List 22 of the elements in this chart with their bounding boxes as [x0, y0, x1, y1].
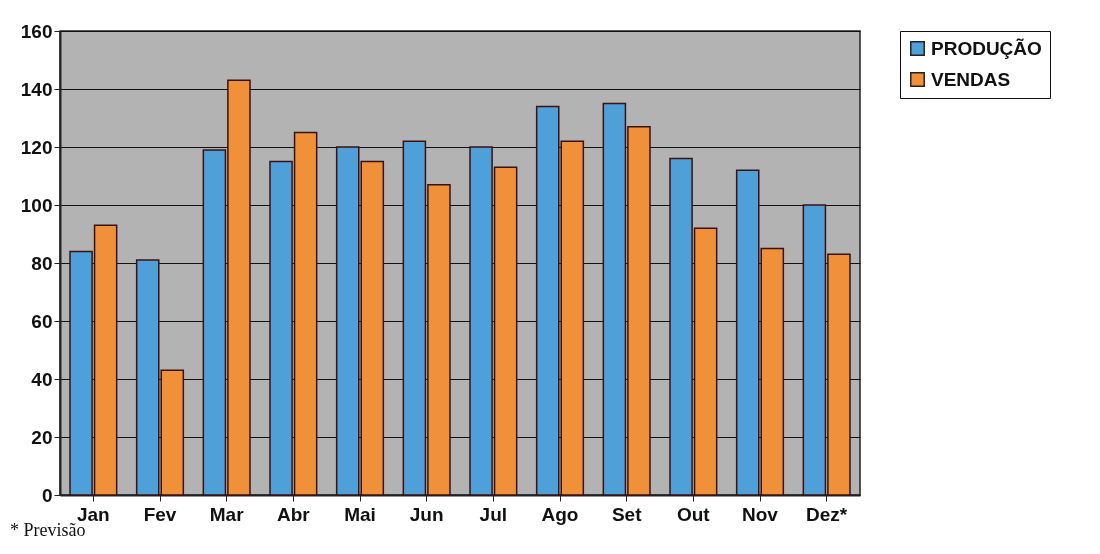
y-tick-label: 100	[20, 194, 53, 216]
x-tick-label: Out	[676, 503, 711, 525]
x-tick-label: Ago	[541, 503, 579, 525]
x-tick-label: Mai	[344, 503, 376, 525]
y-tick-label: 120	[20, 136, 53, 158]
x-tick-label: Nov	[742, 503, 779, 525]
x-tick-label: Jul	[479, 503, 508, 525]
y-tick-label: 0	[41, 484, 53, 506]
y-tick-label: 160	[20, 20, 53, 42]
y-tick-label: 80	[31, 252, 53, 274]
y-tick-label: 60	[31, 310, 53, 332]
x-tick-label: Jun	[409, 503, 444, 525]
x-tick-label: Set	[611, 503, 643, 525]
x-tick-label: Mar	[209, 503, 245, 525]
legend-label: VENDAS	[931, 68, 1011, 90]
x-tick-label: Dez*	[806, 503, 848, 525]
legend-label: PRODUÇÃO	[931, 37, 1042, 59]
x-tick-label: Abr	[276, 503, 311, 525]
y-tick-label: 140	[20, 78, 53, 100]
y-tick-label: 40	[31, 368, 53, 390]
y-tick-label: 20	[31, 426, 53, 448]
x-tick-label: Fev	[143, 503, 177, 525]
